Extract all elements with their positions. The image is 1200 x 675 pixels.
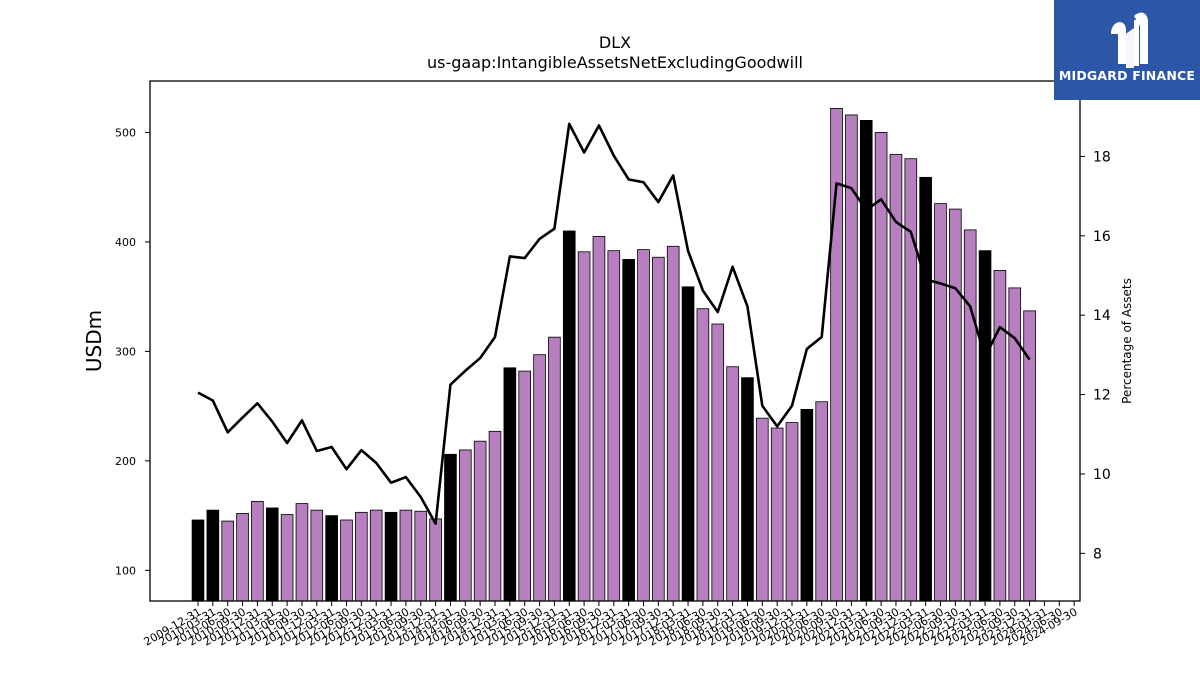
- bar: [488, 430, 502, 602]
- bar: [637, 249, 650, 602]
- bar: [369, 509, 383, 602]
- bar: [607, 250, 621, 602]
- plot-frame: [149, 80, 1081, 602]
- bar: [206, 509, 220, 602]
- bar: [978, 250, 992, 602]
- bar: [696, 308, 710, 602]
- bar: [652, 256, 665, 602]
- bar: [414, 510, 428, 602]
- bar: [785, 422, 799, 602]
- y-axis-label: USDm: [82, 310, 106, 372]
- brand-mark-icon: [1111, 12, 1148, 68]
- bar: [562, 230, 576, 602]
- bar: [280, 514, 294, 602]
- bar: [384, 511, 398, 602]
- bar: [919, 176, 932, 602]
- bar: [325, 515, 338, 602]
- bar: [444, 453, 457, 602]
- y-tick-label: 500: [115, 126, 136, 139]
- line-group: [197, 122, 1031, 525]
- bar: [622, 259, 635, 602]
- y-tick-label: 200: [115, 455, 136, 468]
- chart-title: DLX: [599, 33, 631, 52]
- y2-tick-label: 14: [1093, 308, 1111, 324]
- bar: [770, 427, 784, 602]
- bar: [191, 519, 205, 602]
- y-tick-label: 100: [115, 564, 136, 577]
- bar: [503, 367, 517, 602]
- bar: [355, 511, 368, 602]
- brand-logo: MIDGARD FINANCE: [1054, 0, 1200, 100]
- bar: [236, 513, 249, 602]
- bar: [429, 518, 442, 602]
- bar: [711, 323, 725, 602]
- bar: [904, 158, 918, 602]
- bar: [592, 236, 606, 602]
- bar: [548, 336, 561, 602]
- y2-tick-label: 10: [1093, 467, 1111, 483]
- y2-tick-label: 16: [1093, 229, 1111, 245]
- bar: [949, 208, 962, 602]
- bar: [577, 251, 591, 602]
- line-series: [197, 122, 1031, 525]
- bar: [741, 377, 754, 602]
- bar: [756, 417, 769, 602]
- bar: [473, 440, 487, 602]
- bar: [533, 354, 546, 602]
- y2-tick-label: 12: [1093, 388, 1111, 404]
- bar: [859, 120, 873, 602]
- y2-tick-label: 18: [1093, 149, 1111, 165]
- y-tick-label: 400: [115, 236, 136, 249]
- bar: [666, 245, 680, 602]
- bar: [265, 507, 279, 602]
- bar: [800, 409, 814, 602]
- bar: [295, 503, 309, 602]
- bar: [934, 203, 947, 602]
- y-tick-label: 300: [115, 345, 136, 358]
- chart-subtitle: us-gaap:IntangibleAssetsNetExcludingGood…: [427, 53, 803, 72]
- bar: [518, 370, 531, 602]
- brand-name: MIDGARD FINANCE: [1058, 68, 1196, 83]
- bar: [399, 509, 413, 602]
- bar: [681, 286, 695, 602]
- y2-axis-label: Percentage of Assets: [1120, 278, 1134, 404]
- bar: [963, 229, 977, 602]
- bar: [993, 269, 1007, 602]
- bar: [310, 509, 324, 602]
- bar: [458, 449, 472, 602]
- bar: [251, 500, 264, 602]
- bar: [340, 519, 353, 602]
- bar: [726, 366, 739, 602]
- bar: [815, 401, 828, 602]
- bar: [221, 520, 235, 602]
- bars-group: [191, 107, 1036, 602]
- y2-tick-label: 8: [1093, 546, 1102, 562]
